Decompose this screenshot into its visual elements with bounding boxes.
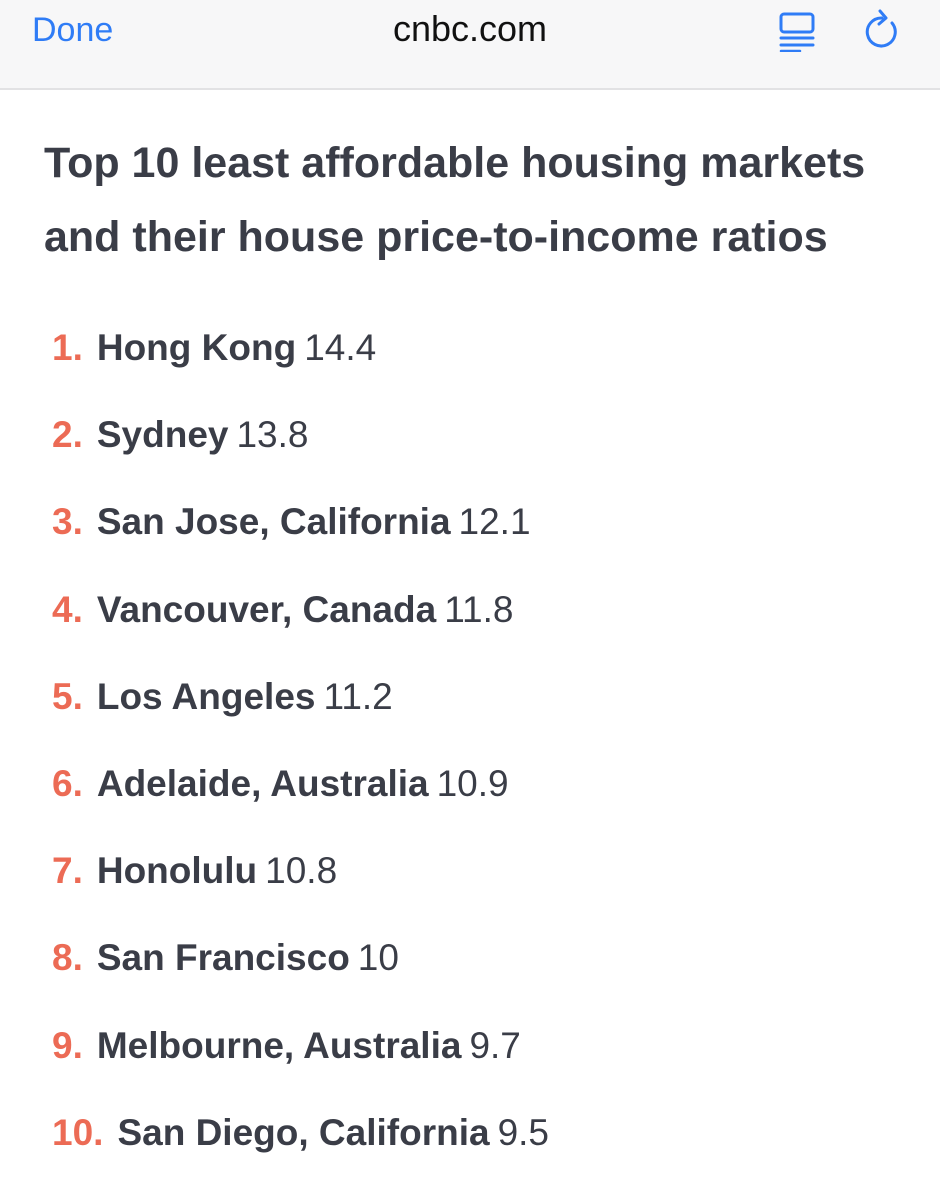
list-item: 2. Sydney 13.8	[52, 405, 549, 492]
ratio-value: 13.8	[236, 414, 309, 456]
article-headline: Top 10 least affordable housing markets …	[44, 126, 914, 274]
browser-toolbar: Done cnbc.com	[0, 0, 940, 90]
rank-number: 4.	[52, 588, 83, 630]
ratio-value: 9.5	[497, 1111, 549, 1153]
reader-view-icon	[779, 12, 815, 53]
list-item: 3. San Jose, California 12.1	[52, 492, 549, 579]
rank-number: 8.	[52, 937, 83, 979]
ranked-list: 1. Hong Kong 14.4 2. Sydney 13.8 3. San Jose,…	[52, 318, 549, 1190]
reload-icon	[865, 9, 897, 48]
ratio-value: 14.4	[304, 327, 377, 368]
rank-number: 9.	[52, 1024, 83, 1066]
rank-number: 5.	[52, 675, 83, 717]
ratio-value: 11.8	[444, 588, 514, 630]
city-name: Hong Kong	[96, 327, 297, 368]
reload-button[interactable]	[862, 8, 904, 52]
city-name: San Jose, California	[96, 501, 451, 543]
ratio-value: 10	[357, 937, 399, 979]
list-item: 10. San Diego, California 9.5	[52, 1103, 549, 1190]
city-name: Vancouver, Canada	[96, 588, 437, 630]
list-item: 9. Melbourne, Australia 9.7	[52, 1016, 549, 1103]
rank-number: 3.	[52, 501, 83, 543]
done-button[interactable]: Done	[32, 11, 114, 49]
city-name: Adelaide, Australia	[96, 762, 429, 804]
headline-line-1: Top 10 least affordable housing markets	[44, 139, 866, 187]
city-name: Sydney	[96, 414, 229, 456]
list-item: 8. San Francisco 10	[52, 928, 549, 1015]
rank-number: 7.	[52, 850, 83, 892]
headline-line-2: and their house price-to-income ratios	[44, 213, 828, 261]
ratio-value: 10.9	[436, 762, 509, 804]
city-name: Los Angeles	[96, 675, 316, 717]
list-item: 5. Los Angeles 11.2	[52, 667, 549, 754]
city-name: San Diego, California	[117, 1111, 490, 1153]
city-name: Melbourne, Australia	[96, 1024, 462, 1066]
list-item: 1. Hong Kong 14.4	[52, 318, 549, 405]
ratio-value: 9.7	[469, 1024, 521, 1066]
reader-view-button[interactable]	[778, 10, 816, 53]
list-item: 4. Vancouver, Canada 11.8	[52, 580, 549, 667]
city-name: San Francisco	[96, 937, 350, 979]
list-item: 6. Adelaide, Australia 10.9	[52, 754, 549, 841]
rank-number: 6.	[52, 762, 83, 804]
list-item: 7. Honolulu 10.8	[52, 841, 549, 928]
ratio-value: 12.1	[458, 501, 531, 543]
rank-number: 1.	[52, 327, 83, 368]
ratio-value: 11.2	[323, 675, 393, 717]
ratio-value: 10.8	[265, 850, 338, 892]
rank-number: 10.	[52, 1111, 104, 1153]
rank-number: 2.	[52, 414, 83, 456]
city-name: Honolulu	[96, 850, 258, 892]
